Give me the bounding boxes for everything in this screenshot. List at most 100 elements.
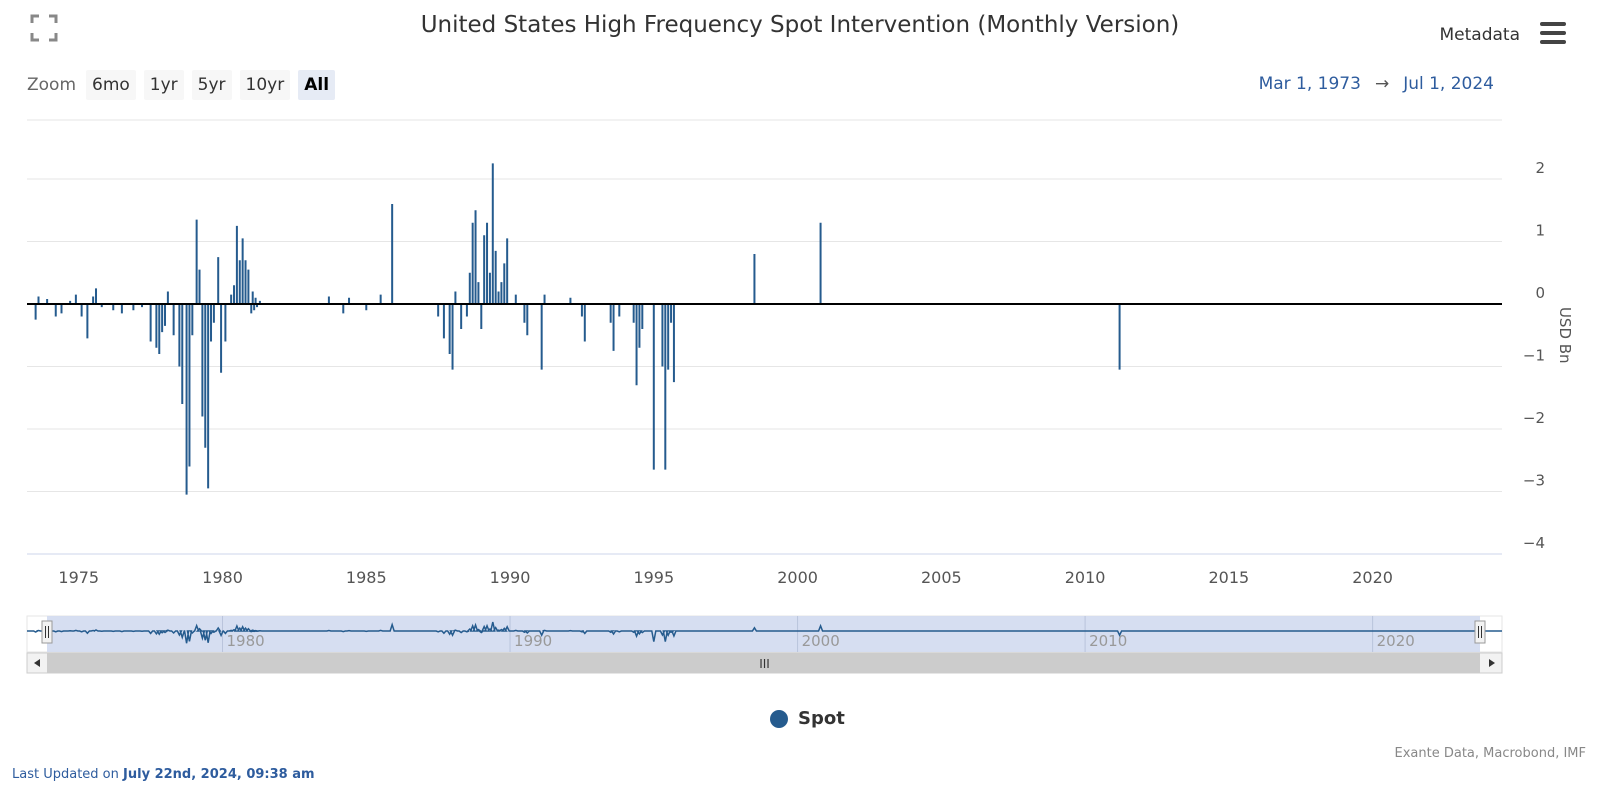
navigator: 1980 1990 2000 2010 2020 III [26, 615, 1503, 674]
last-updated: Last Updated on July 22nd, 2024, 09:38 a… [12, 767, 315, 782]
bar [80, 304, 83, 317]
bar [201, 304, 204, 417]
bar [664, 304, 667, 470]
y-axis-title: USD Bn [1556, 307, 1574, 364]
metadata-button[interactable]: Metadata [1439, 25, 1520, 45]
bar [86, 304, 89, 339]
bar [198, 269, 201, 304]
bar [204, 304, 207, 448]
bar [506, 238, 509, 304]
bar [543, 294, 546, 304]
navigator-tick-label: 2000 [802, 632, 840, 650]
bar [166, 291, 169, 304]
bar [244, 260, 247, 304]
bar [34, 304, 37, 320]
bar [210, 304, 213, 342]
bar [37, 296, 40, 304]
bar [477, 282, 480, 304]
handle-body [41, 620, 53, 644]
bar [191, 304, 194, 336]
y-tick-label: 1 [1535, 222, 1545, 240]
legend-item-spot[interactable]: Spot [770, 708, 845, 729]
bar [569, 297, 572, 304]
range-from-input[interactable]: Mar 1, 1973 [1258, 74, 1361, 94]
range-to-input[interactable]: Jul 1, 2024 [1403, 74, 1494, 94]
bar [251, 291, 254, 304]
bar [155, 304, 158, 348]
bar [618, 304, 621, 317]
bar [253, 304, 256, 311]
bar [100, 304, 103, 308]
zoom-6mo-button[interactable]: 6mo [86, 70, 136, 100]
bar [483, 235, 486, 304]
zoom-all-button[interactable]: All [298, 70, 336, 100]
bar [580, 304, 583, 317]
y-tick-label: −4 [1523, 534, 1545, 552]
bar [54, 304, 57, 317]
bar [523, 304, 526, 323]
scroll-left-arrow-icon[interactable] [34, 659, 40, 667]
bar [181, 304, 184, 404]
axes: 2 1 0 −1 −2 −3 −4 1975 1980 1985 1990 1995 2000 2005 2… [27, 159, 1574, 587]
bar [185, 304, 188, 495]
bar [460, 304, 463, 329]
bar [514, 294, 517, 304]
bar [224, 304, 227, 342]
legend-marker [770, 709, 788, 728]
bar [652, 304, 655, 470]
bar [250, 304, 253, 314]
scrollbar-thumb[interactable] [47, 653, 1480, 673]
y-tick-label: −1 [1523, 347, 1545, 365]
x-tick-label: 1985 [346, 568, 387, 587]
x-tick-label: 1980 [202, 568, 243, 587]
bar [635, 304, 638, 386]
bar [178, 304, 181, 367]
bar [672, 304, 675, 383]
zoom-5yr-button[interactable]: 5yr [191, 70, 232, 100]
bar [132, 304, 135, 311]
bar [74, 294, 77, 304]
bar [442, 304, 445, 339]
x-tick-label: 2005 [921, 568, 962, 587]
bar [164, 304, 167, 326]
legend-label: Spot [798, 708, 845, 729]
bar [195, 219, 198, 304]
navigator-tick-label: 2010 [1089, 632, 1127, 650]
bar [60, 304, 63, 314]
bar [491, 163, 494, 304]
x-tick-label: 2010 [1065, 568, 1106, 587]
chart-area: 2 1 0 −1 −2 −3 −4 1975 1980 1985 1990 1995 2000 2005 2… [26, 119, 1574, 674]
bar [161, 304, 164, 333]
bar [220, 304, 223, 373]
bar [465, 304, 468, 317]
scrollbar-grip: III [759, 657, 770, 671]
bar [141, 304, 144, 308]
zoom-1yr-button[interactable]: 1yr [143, 70, 184, 100]
menu-icon[interactable] [1540, 22, 1566, 44]
zoom-label: Zoom [27, 75, 77, 95]
bar [468, 272, 471, 304]
range-arrow: → [1374, 74, 1390, 94]
bar [217, 257, 220, 304]
navigator-left-handle[interactable] [41, 620, 53, 644]
bar-series [34, 163, 1121, 495]
date-range: Mar 1, 1973 → Jul 1, 2024 [1259, 74, 1494, 94]
bar [158, 304, 161, 354]
bar [95, 288, 98, 304]
bar [540, 304, 543, 370]
bar [454, 291, 457, 304]
scroll-right-arrow-icon[interactable] [1489, 659, 1495, 667]
y-tick-label: 2 [1535, 159, 1545, 177]
source-note: Exante Data, Macrobond, IMF [1394, 746, 1586, 761]
navigator-right-handle[interactable] [1474, 620, 1486, 644]
bar [632, 304, 635, 323]
fullscreen-icon[interactable] [30, 14, 58, 42]
zoom-10yr-button[interactable]: 10yr [239, 70, 291, 100]
bar [254, 297, 257, 304]
bar [474, 210, 477, 304]
handle-body [1474, 620, 1486, 644]
bar [488, 272, 491, 304]
zoom-controls: Zoom 6mo 1yr 5yr 10yr All [27, 70, 336, 100]
bar [342, 304, 345, 314]
bar [207, 304, 210, 489]
